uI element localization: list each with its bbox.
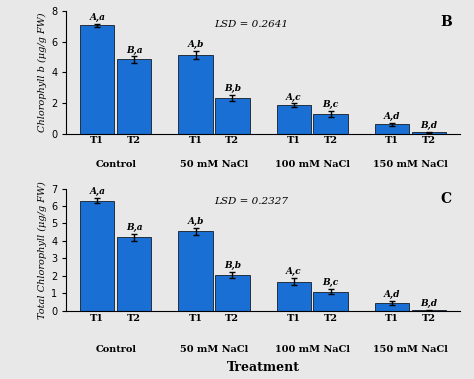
- Text: LSD = 0.2641: LSD = 0.2641: [214, 20, 288, 29]
- Bar: [80, 201, 115, 311]
- Text: A,b: A,b: [187, 217, 204, 226]
- Text: A,b: A,b: [187, 40, 204, 49]
- Bar: [411, 132, 446, 133]
- Text: Control: Control: [95, 160, 136, 169]
- Bar: [375, 303, 409, 311]
- X-axis label: Treatment: Treatment: [227, 362, 300, 374]
- Text: C: C: [441, 192, 452, 206]
- Bar: [117, 60, 151, 133]
- Text: A,c: A,c: [286, 92, 301, 102]
- Text: 50 mM NaCl: 50 mM NaCl: [180, 345, 248, 354]
- Text: A,c: A,c: [286, 267, 301, 276]
- Bar: [276, 282, 311, 311]
- Text: B,a: B,a: [126, 45, 143, 55]
- Text: 100 mM NaCl: 100 mM NaCl: [275, 345, 350, 354]
- Text: B,c: B,c: [322, 100, 339, 109]
- Bar: [178, 55, 213, 133]
- Y-axis label: Total Chlorophyll (μg/g FW): Total Chlorophyll (μg/g FW): [38, 181, 47, 319]
- Text: 150 mM NaCl: 150 mM NaCl: [373, 345, 448, 354]
- Bar: [313, 114, 348, 133]
- Text: B,c: B,c: [322, 278, 339, 287]
- Bar: [313, 291, 348, 311]
- Text: B,b: B,b: [224, 84, 241, 93]
- Bar: [80, 25, 115, 133]
- Bar: [117, 238, 151, 311]
- Text: A,a: A,a: [89, 187, 105, 196]
- Text: A,a: A,a: [89, 13, 105, 22]
- Text: B,b: B,b: [224, 261, 241, 270]
- Bar: [375, 124, 409, 133]
- Text: 150 mM NaCl: 150 mM NaCl: [373, 160, 448, 169]
- Text: 50 mM NaCl: 50 mM NaCl: [180, 160, 248, 169]
- Bar: [276, 105, 311, 133]
- Text: LSD = 0.2327: LSD = 0.2327: [214, 197, 288, 206]
- Bar: [215, 275, 250, 311]
- Text: 100 mM NaCl: 100 mM NaCl: [275, 160, 350, 169]
- Bar: [178, 231, 213, 311]
- Bar: [215, 98, 250, 133]
- Text: A,d: A,d: [384, 290, 400, 299]
- Text: B: B: [440, 15, 452, 29]
- Text: B,d: B,d: [420, 299, 438, 308]
- Text: A,d: A,d: [384, 112, 400, 121]
- Text: B,a: B,a: [126, 223, 143, 232]
- Text: B,d: B,d: [420, 121, 438, 130]
- Text: Control: Control: [95, 345, 136, 354]
- Y-axis label: Chlorophyll b (μg/g FW): Chlorophyll b (μg/g FW): [38, 13, 47, 132]
